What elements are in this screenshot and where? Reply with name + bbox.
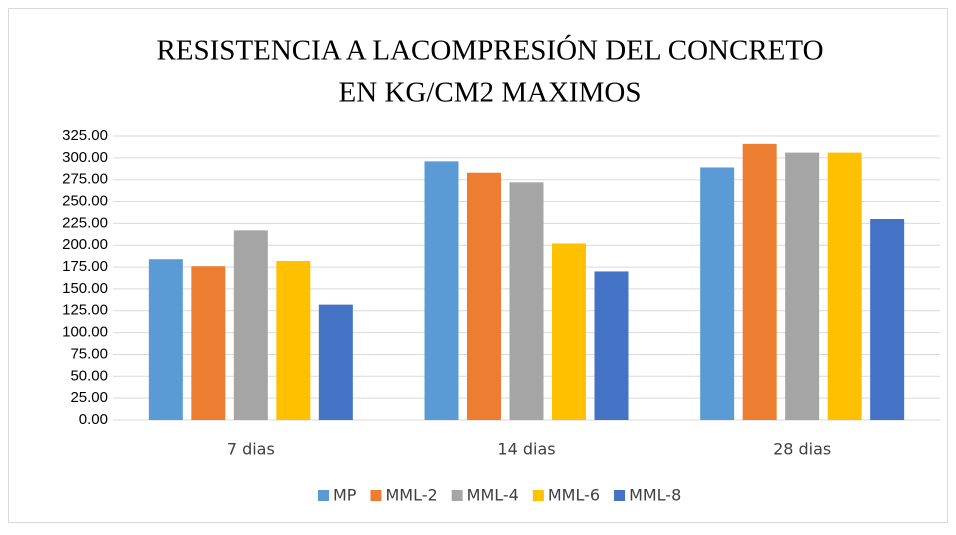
legend-label: MML-2 [385, 486, 437, 505]
y-tick-label: 325.00 [62, 127, 108, 144]
chart-title: EN KG/CM2 MAXIMOS [339, 77, 642, 109]
bar [509, 182, 544, 420]
bar [191, 266, 226, 420]
bar [870, 219, 905, 420]
chart-title: RESISTENCIA A LACOMPRESIÓN DEL CONCRETO [156, 34, 823, 67]
legend-swatch [532, 490, 544, 501]
bar [700, 167, 735, 420]
bar [467, 172, 501, 420]
legend-swatch [451, 490, 463, 501]
legend-swatch [614, 490, 626, 501]
y-tick-label: 275.00 [62, 171, 108, 188]
bar [276, 260, 311, 420]
y-tick-label: 125.00 [62, 302, 108, 319]
legend-swatch [318, 490, 329, 501]
legend-label: MML-8 [629, 486, 681, 505]
y-tick-label: 225.00 [62, 214, 108, 231]
x-tick-label: 14 dias [497, 440, 555, 459]
y-tick-label: 50.00 [70, 367, 108, 384]
legend-label: MML-6 [548, 486, 600, 505]
y-tick-label: 0.00 [79, 411, 108, 428]
bar [594, 271, 629, 420]
bar [148, 259, 183, 420]
bar [742, 143, 777, 420]
y-tick-label: 200.00 [62, 236, 108, 253]
x-tick-label: 28 dias [773, 440, 831, 459]
bar [552, 243, 586, 420]
y-tick-label: 175.00 [62, 258, 108, 275]
bar [233, 230, 268, 420]
bar [785, 152, 820, 420]
x-tick-label: 7 dias [227, 440, 275, 459]
y-tick-label: 150.00 [62, 280, 108, 297]
bar [424, 161, 459, 420]
legend-swatch [370, 490, 382, 501]
bar [318, 304, 353, 420]
y-tick-label: 25.00 [70, 389, 108, 406]
legend-label: MP [333, 486, 357, 505]
legend-label: MML-4 [467, 486, 519, 505]
y-tick-label: 75.00 [70, 345, 108, 362]
y-tick-label: 250.00 [62, 193, 108, 210]
bar [827, 152, 862, 420]
y-tick-label: 100.00 [62, 324, 108, 341]
y-tick-label: 300.00 [62, 149, 108, 166]
